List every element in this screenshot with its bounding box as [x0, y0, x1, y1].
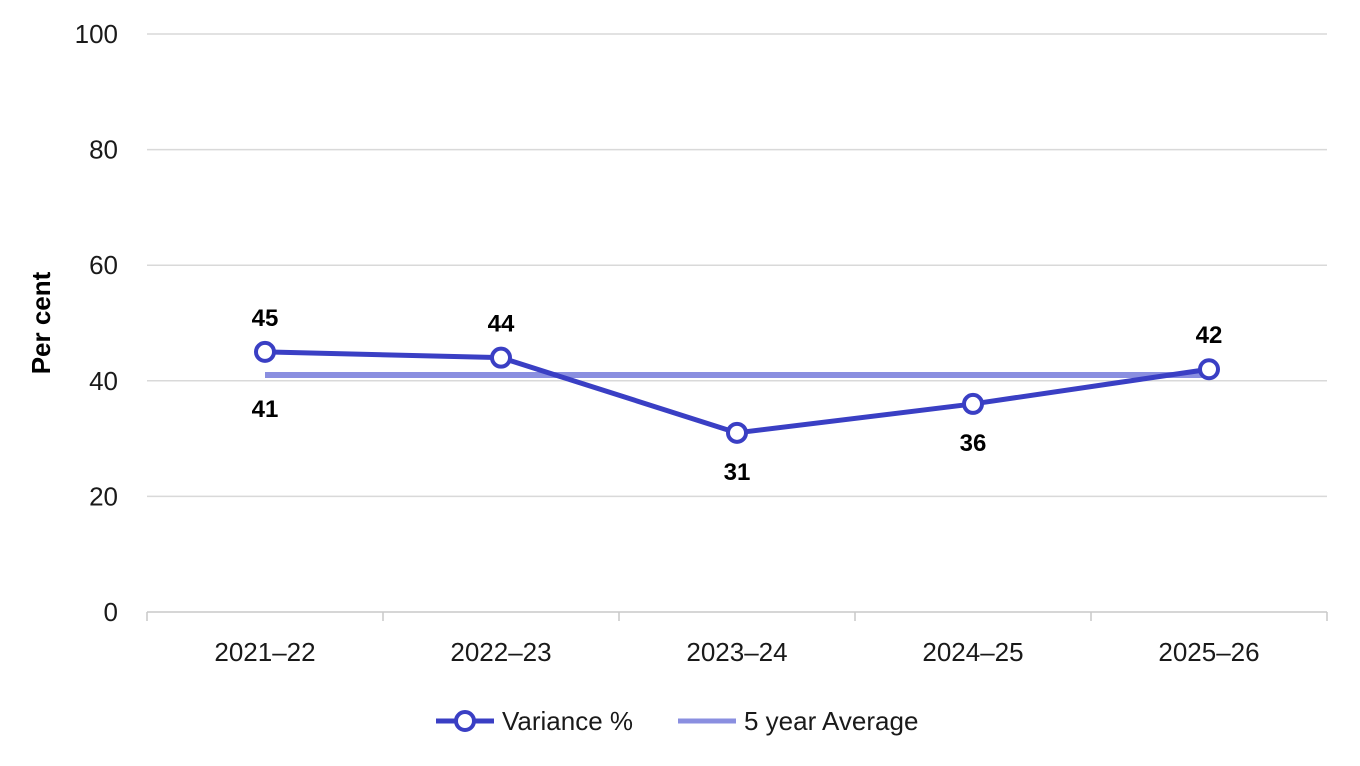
y-axis-ticks: 0 20 40 60 80 100: [75, 19, 118, 627]
y-tick-label: 40: [89, 366, 118, 396]
data-labels: 45 44 31 36 42 41: [252, 305, 1223, 486]
data-point-variance: [962, 392, 984, 415]
data-label-variance: 42: [1196, 322, 1223, 349]
series-line-variance: [264, 349, 1210, 436]
legend: Variance % 5 year Average: [436, 706, 918, 736]
data-label-average: 41: [252, 396, 279, 423]
x-tick-label: 2021–22: [214, 637, 315, 667]
y-tick-label: 0: [104, 597, 118, 627]
x-tick-label: 2024–25: [922, 637, 1023, 667]
y-tick-label: 100: [75, 19, 118, 49]
data-point-variance: [726, 421, 748, 444]
x-tick-label: 2025–26: [1158, 637, 1259, 667]
legend-label-average: 5 year Average: [744, 706, 918, 736]
y-axis-title: Per cent: [26, 271, 56, 374]
x-tick-label: 2022–23: [450, 637, 551, 667]
data-label-variance: 31: [724, 459, 751, 486]
data-point-variance: [490, 346, 512, 369]
data-label-variance: 36: [960, 430, 987, 457]
legend-marker-variance: [454, 710, 476, 732]
y-tick-label: 60: [89, 250, 118, 280]
y-tick-label: 20: [89, 481, 118, 511]
legend-item-variance: Variance %: [436, 706, 633, 736]
data-label-variance: 45: [252, 305, 279, 332]
data-point-variance: [254, 340, 276, 363]
x-axis: 2021–22 2022–23 2023–24 2024–25 2025–26: [146, 611, 1328, 667]
series: [254, 340, 1220, 444]
y-tick-label: 80: [89, 135, 118, 165]
data-point-variance: [1198, 358, 1220, 381]
data-label-variance: 44: [488, 311, 515, 338]
x-tick-label: 2023–24: [686, 637, 787, 667]
legend-label-variance: Variance %: [502, 706, 633, 736]
legend-item-average: 5 year Average: [678, 706, 918, 736]
